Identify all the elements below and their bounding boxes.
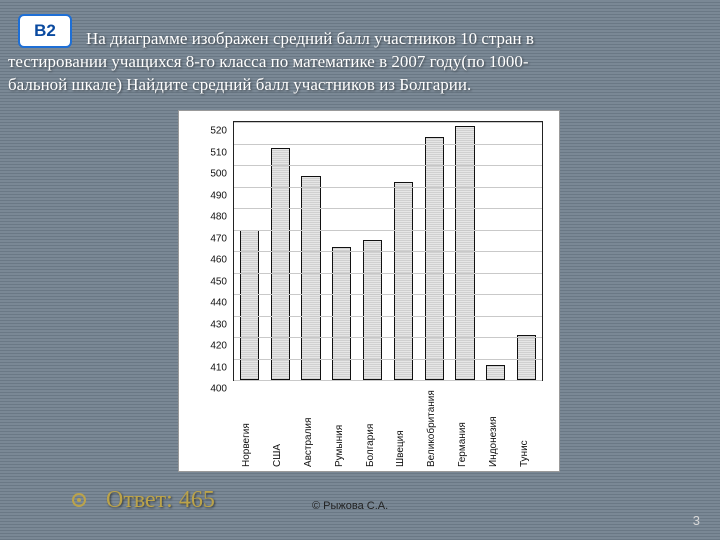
y-tick-label: 490 <box>210 190 227 201</box>
y-tick-label: 400 <box>210 384 227 395</box>
x-tick-label: Румыния <box>334 425 345 467</box>
x-tick-label: Болгария <box>365 424 376 467</box>
y-tick-label: 410 <box>210 362 227 373</box>
bar <box>332 247 351 380</box>
y-tick-label: 420 <box>210 341 227 352</box>
y-tick-label: 460 <box>210 255 227 266</box>
x-tick-label: Тунис <box>519 440 530 467</box>
bar <box>240 230 259 381</box>
x-tick-label: Швеция <box>395 430 406 467</box>
x-tick-label: Германия <box>457 422 468 467</box>
bullet-icon <box>72 493 86 507</box>
y-tick-label: 470 <box>210 233 227 244</box>
y-tick-label: 510 <box>210 147 227 158</box>
y-axis-labels: 400410420430440450460470480490500510520 <box>179 121 231 381</box>
bar <box>301 176 320 380</box>
page-number: 3 <box>693 513 700 528</box>
x-tick-label: Индонезия <box>488 416 499 467</box>
bar-chart: 400410420430440450460470480490500510520 … <box>178 110 560 472</box>
answer: Ответ: 465 <box>72 487 215 514</box>
bar <box>271 148 290 380</box>
y-tick-label: 430 <box>210 319 227 330</box>
copyright: © Рыжова С.А. <box>312 500 388 512</box>
answer-value: 465 <box>179 487 215 513</box>
y-tick-label: 480 <box>210 212 227 223</box>
task-text: На диаграмме изображен средний балл учас… <box>0 28 698 97</box>
y-tick-label: 440 <box>210 298 227 309</box>
task-line-2: тестировании учащихся 8-го класса по мат… <box>8 52 529 71</box>
bar <box>486 365 505 380</box>
x-axis-labels: Норвегия США Австралия Румыния Болгария Швеци… <box>233 381 543 471</box>
y-tick-label: 500 <box>210 169 227 180</box>
y-tick-label: 450 <box>210 276 227 287</box>
task-line-1: На диаграмме изображен средний балл учас… <box>86 29 534 48</box>
task-line-3: бальной шкале) Найдите средний балл учас… <box>8 75 471 94</box>
bar <box>425 137 444 380</box>
x-tick-label: США <box>272 444 283 467</box>
x-tick-label: Великобритания <box>426 390 437 467</box>
x-tick-label: Австралия <box>303 418 314 467</box>
bar <box>394 182 413 380</box>
y-tick-label: 520 <box>210 126 227 137</box>
answer-label: Ответ: <box>106 487 173 513</box>
bar <box>517 335 536 380</box>
plot-area <box>233 121 543 381</box>
x-tick-label: Норвегия <box>241 423 252 467</box>
